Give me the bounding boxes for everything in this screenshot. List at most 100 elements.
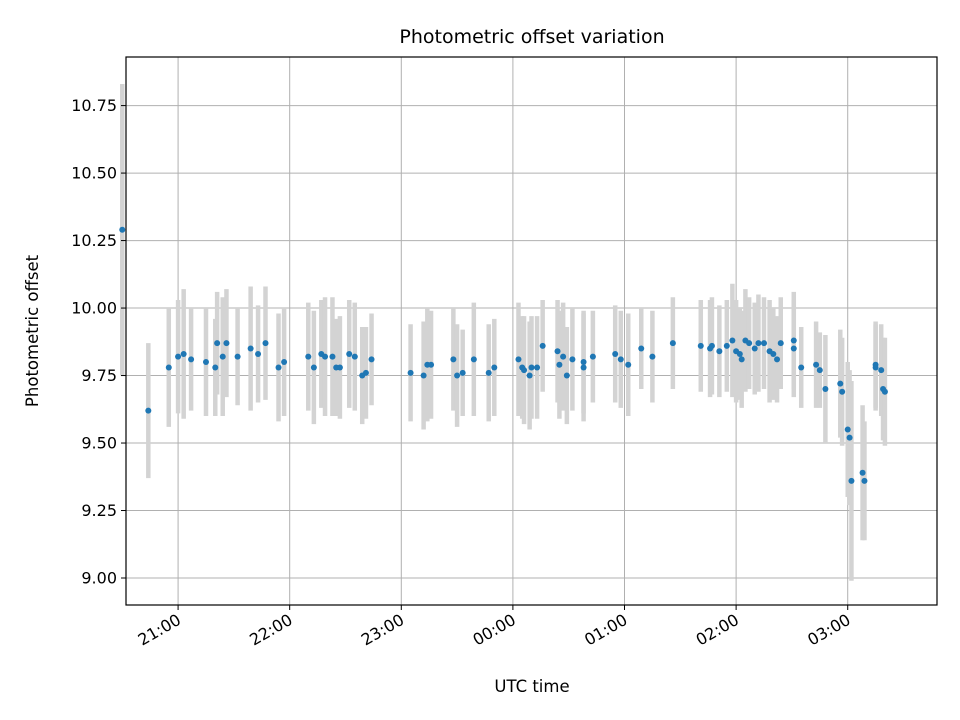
data-point — [723, 342, 730, 349]
data-point — [310, 364, 317, 371]
data-point — [247, 345, 254, 352]
y-tick-label: 9.25 — [81, 501, 117, 520]
data-point — [798, 364, 805, 371]
data-point — [878, 367, 885, 374]
data-point — [329, 353, 336, 360]
data-point — [188, 356, 195, 363]
data-point — [175, 353, 182, 360]
data-point — [212, 364, 219, 371]
y-axis-ticks: 9.00 9.25 9.50 9.75 10.00 10.25 10.50 10.75 — [71, 96, 126, 588]
data-point — [839, 388, 846, 395]
x-tick-label: 21:00 — [135, 610, 184, 650]
data-point — [165, 364, 172, 371]
data-point — [526, 372, 533, 379]
x-tick-label: 23:00 — [358, 610, 407, 650]
y-tick-label: 10.50 — [71, 164, 117, 183]
x-axis-label: UTC time — [494, 677, 569, 696]
data-point — [729, 337, 736, 344]
data-point — [589, 353, 596, 360]
chart-title: Photometric offset variation — [399, 26, 664, 48]
data-point — [450, 356, 457, 363]
data-point — [554, 348, 561, 355]
data-point — [528, 364, 535, 371]
data-point — [485, 369, 492, 376]
data-point — [638, 345, 645, 352]
data-point — [761, 340, 768, 347]
data-point — [846, 434, 853, 441]
data-point — [515, 356, 522, 363]
x-tick-label: 02:00 — [693, 610, 742, 650]
data-point — [234, 353, 241, 360]
x-tick-label: 00:00 — [469, 610, 518, 650]
data-point — [861, 477, 868, 484]
y-tick-label: 10.75 — [71, 96, 117, 115]
data-point — [428, 361, 435, 368]
data-point — [202, 359, 209, 366]
data-point — [346, 350, 353, 357]
data-point — [556, 361, 563, 368]
data-point — [539, 342, 546, 349]
data-point — [219, 353, 226, 360]
data-point — [881, 388, 888, 395]
data-point — [214, 340, 221, 347]
data-point — [736, 350, 743, 357]
data-point — [281, 359, 288, 366]
data-point — [580, 359, 587, 366]
data-points — [119, 226, 888, 484]
data-point — [625, 361, 632, 368]
y-tick-label: 9.50 — [81, 434, 117, 453]
error-bars — [120, 83, 888, 581]
y-tick-label: 10.25 — [71, 231, 117, 250]
data-point — [563, 372, 570, 379]
data-point — [859, 469, 866, 476]
data-point — [770, 350, 777, 357]
data-point — [560, 353, 567, 360]
data-point — [569, 356, 576, 363]
data-point — [837, 380, 844, 387]
x-tick-label: 22:00 — [246, 610, 295, 650]
data-point — [790, 345, 797, 352]
data-point — [822, 386, 829, 393]
data-point — [534, 364, 541, 371]
data-point — [716, 348, 723, 355]
data-point — [790, 337, 797, 344]
data-point — [351, 353, 358, 360]
x-axis-ticks: 21:00 22:00 23:00 00:00 01:00 02:00 03:00 — [135, 605, 854, 650]
data-point — [223, 340, 230, 347]
data-point — [119, 226, 126, 233]
data-point — [145, 407, 152, 414]
data-point — [305, 353, 312, 360]
y-tick-label: 10.00 — [71, 299, 117, 318]
data-point — [407, 369, 414, 376]
data-point — [751, 345, 758, 352]
data-point — [617, 356, 624, 363]
y-axis-label: Photometric offset — [23, 254, 42, 407]
data-point — [755, 340, 762, 347]
data-point — [322, 353, 329, 360]
data-point — [362, 369, 369, 376]
x-tick-label: 01:00 — [581, 610, 630, 650]
data-point — [649, 353, 656, 360]
data-point — [420, 372, 427, 379]
data-point — [368, 356, 375, 363]
data-point — [491, 364, 498, 371]
data-point — [774, 356, 781, 363]
y-tick-label: 9.00 — [81, 569, 117, 588]
data-point — [459, 369, 466, 376]
data-point — [262, 340, 269, 347]
data-point — [813, 361, 820, 368]
data-point — [844, 426, 851, 433]
data-point — [697, 342, 704, 349]
data-point — [275, 364, 282, 371]
data-point — [669, 340, 676, 347]
data-point — [738, 356, 745, 363]
y-tick-label: 9.75 — [81, 366, 117, 385]
data-point — [336, 364, 343, 371]
data-point — [470, 356, 477, 363]
data-point — [816, 367, 823, 374]
data-point — [708, 342, 715, 349]
data-point — [180, 350, 187, 357]
data-point — [872, 364, 879, 371]
data-point — [746, 340, 753, 347]
